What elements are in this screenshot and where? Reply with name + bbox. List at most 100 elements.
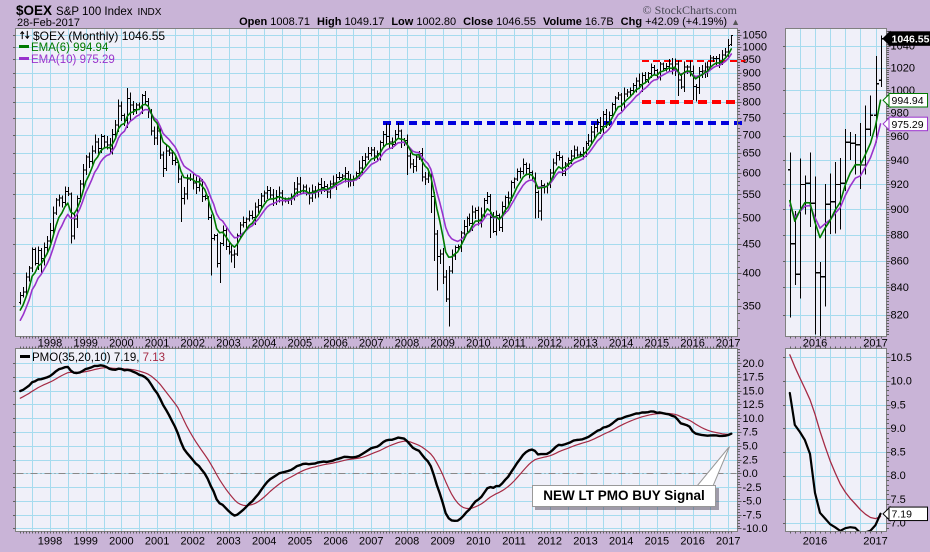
bottom-inset-x-label: 2016 xyxy=(803,535,827,547)
inset-price-x-ticks xyxy=(790,336,882,339)
pmo-y-label: 20.0 xyxy=(743,358,764,370)
chg-value: +42.09 (+4.19%) xyxy=(645,16,728,28)
bottom-main-x-label: 2016 xyxy=(680,535,704,547)
inset-pmo-y-ticks xyxy=(783,353,891,529)
main-price-y-label: 450 xyxy=(743,238,761,250)
main-price-y-label: 350 xyxy=(743,300,761,312)
high-value: 1049.17 xyxy=(344,16,385,28)
bottom-main-x-label: 1998 xyxy=(38,535,62,547)
inset-close-ticks xyxy=(790,37,884,278)
pmo-y-label: -7.5 xyxy=(743,509,762,521)
main-price-y-label: 550 xyxy=(743,189,761,201)
inset-pmo-y-label: 8.5 xyxy=(891,447,906,459)
bottom-inset-x-label: 2017 xyxy=(863,535,887,547)
bottom-main-x-label: 2013 xyxy=(573,535,597,547)
pmo-signal-line xyxy=(19,367,732,510)
pmo-y-label: 5.0 xyxy=(743,440,758,452)
pmo-name: PMO(35,20,10) xyxy=(32,352,111,364)
mid-main-x-label: 2015 xyxy=(645,338,669,350)
mid-main-x-label: 2002 xyxy=(181,338,205,350)
inset-price-y-label: 840 xyxy=(891,282,909,294)
bottom-main-x-label: 2017 xyxy=(716,535,740,547)
inset-price-y-label: 1020 xyxy=(891,62,915,74)
mid-main-x-label: 2011 xyxy=(502,338,526,350)
close-label: Close xyxy=(463,16,494,28)
ema6-swatch xyxy=(19,45,29,49)
main-price-y-label: 400 xyxy=(743,267,761,279)
pmo-y-label: 10.0 xyxy=(743,413,764,425)
inset-price-y-label: 960 xyxy=(891,131,909,143)
main-price-border xyxy=(15,28,738,337)
bottom-main-x-label: 2003 xyxy=(216,535,240,547)
main-price-x-ticks xyxy=(20,336,732,339)
main-price-y-label: 700 xyxy=(743,129,761,141)
main-price-y-label: 850 xyxy=(743,81,761,93)
inset-pmo-x-ticks xyxy=(790,531,882,534)
bottom-main-x-label: 2010 xyxy=(466,535,490,547)
chg-label: Chg xyxy=(620,16,643,28)
inset-price-y-label: 940 xyxy=(891,155,909,167)
mid-main-x-label: 2014 xyxy=(609,338,633,350)
mid-inset-x-label: 2016 xyxy=(803,338,827,350)
ema10-swatch xyxy=(19,56,29,60)
inset-pmo-y-label: 9.5 xyxy=(891,399,906,411)
tag-last-price-box xyxy=(888,31,930,46)
main-price-y-ticks xyxy=(13,30,742,329)
tag-ema6-box xyxy=(888,92,928,108)
main-price-y-label: 1050 xyxy=(743,29,767,41)
pmo-y-label: 2.5 xyxy=(743,454,758,466)
pmo-value: 7.19, xyxy=(113,352,140,364)
bottom-main-x-label: 2005 xyxy=(288,535,312,547)
bottom-main-x-label: 2009 xyxy=(430,535,454,547)
mid-main-x-label: 2006 xyxy=(323,338,347,350)
main-ema10-line xyxy=(19,53,733,321)
tag-pmo-text: 7.19 xyxy=(892,509,913,521)
pmo-y-label: 12.5 xyxy=(743,399,764,411)
main-price-horizontal-gridlines xyxy=(16,35,737,307)
main-price-y-label: 600 xyxy=(743,167,761,179)
main-price-panel-background xyxy=(15,28,738,337)
quote-summary: Open 1008.71 High 1049.17 Low 1002.80 Close… xyxy=(232,16,740,28)
tag-pmo-box xyxy=(888,506,928,522)
volume-label: Volume xyxy=(542,16,582,28)
pmo-signal-value: 7.13 xyxy=(142,352,165,364)
inset-price-y-label: 820 xyxy=(891,309,909,321)
pmo-swatch xyxy=(20,355,30,359)
pmo-y-label: 0.0 xyxy=(743,468,758,480)
price-legend: $OEX (Monthly) 1046.55 EMA(6) 994.94 EMA… xyxy=(19,29,165,66)
mid-main-x-label: 2005 xyxy=(288,338,312,350)
inset-pmo-signal-line xyxy=(789,354,882,520)
main-ema6-line xyxy=(19,48,733,311)
inset-pmo-y-label: 7.5 xyxy=(891,494,906,506)
open-value: 1008.71 xyxy=(270,16,311,28)
main-price-y-label: 900 xyxy=(743,67,761,79)
bottom-main-x-label: 2007 xyxy=(359,535,383,547)
mid-main-x-label: 2009 xyxy=(430,338,454,350)
header-line1: $OEX S&P 100 Index INDX xyxy=(16,2,162,18)
bottom-main-x-label: 2011 xyxy=(502,535,526,547)
open-label: Open xyxy=(239,16,268,28)
pmo-y-ticks xyxy=(13,349,742,529)
bottom-main-x-label: 1999 xyxy=(73,535,97,547)
main-price-y-label: 1000 xyxy=(743,41,767,53)
pmo-y-label: -2.5 xyxy=(743,482,762,494)
bottom-main-x-label: 2014 xyxy=(609,535,633,547)
mid-main-x-label: 2003 xyxy=(216,338,240,350)
mid-main-x-label: 1999 xyxy=(73,338,97,350)
price-legend-text: $OEX (Monthly) 1046.55 xyxy=(33,29,166,43)
mid-main-x-label: 2016 xyxy=(680,338,704,350)
mid-inset-x-label: 2017 xyxy=(863,338,887,350)
bottom-main-x-label: 2012 xyxy=(538,535,562,547)
ema10-legend: EMA(10) 975.29 xyxy=(19,54,165,67)
inset-pmo-panel-background xyxy=(785,348,887,532)
main-close-ticks xyxy=(20,34,734,300)
quote-date: 28-Feb-2017 xyxy=(17,17,80,29)
low-label: Low xyxy=(391,16,414,28)
low-value: 1002.80 xyxy=(416,16,457,28)
mid-main-x-label: 2017 xyxy=(716,338,740,350)
exchange-code: INDX xyxy=(137,7,162,18)
inset-price-y-label: 900 xyxy=(891,204,909,216)
inset-pmo-line xyxy=(788,391,882,532)
